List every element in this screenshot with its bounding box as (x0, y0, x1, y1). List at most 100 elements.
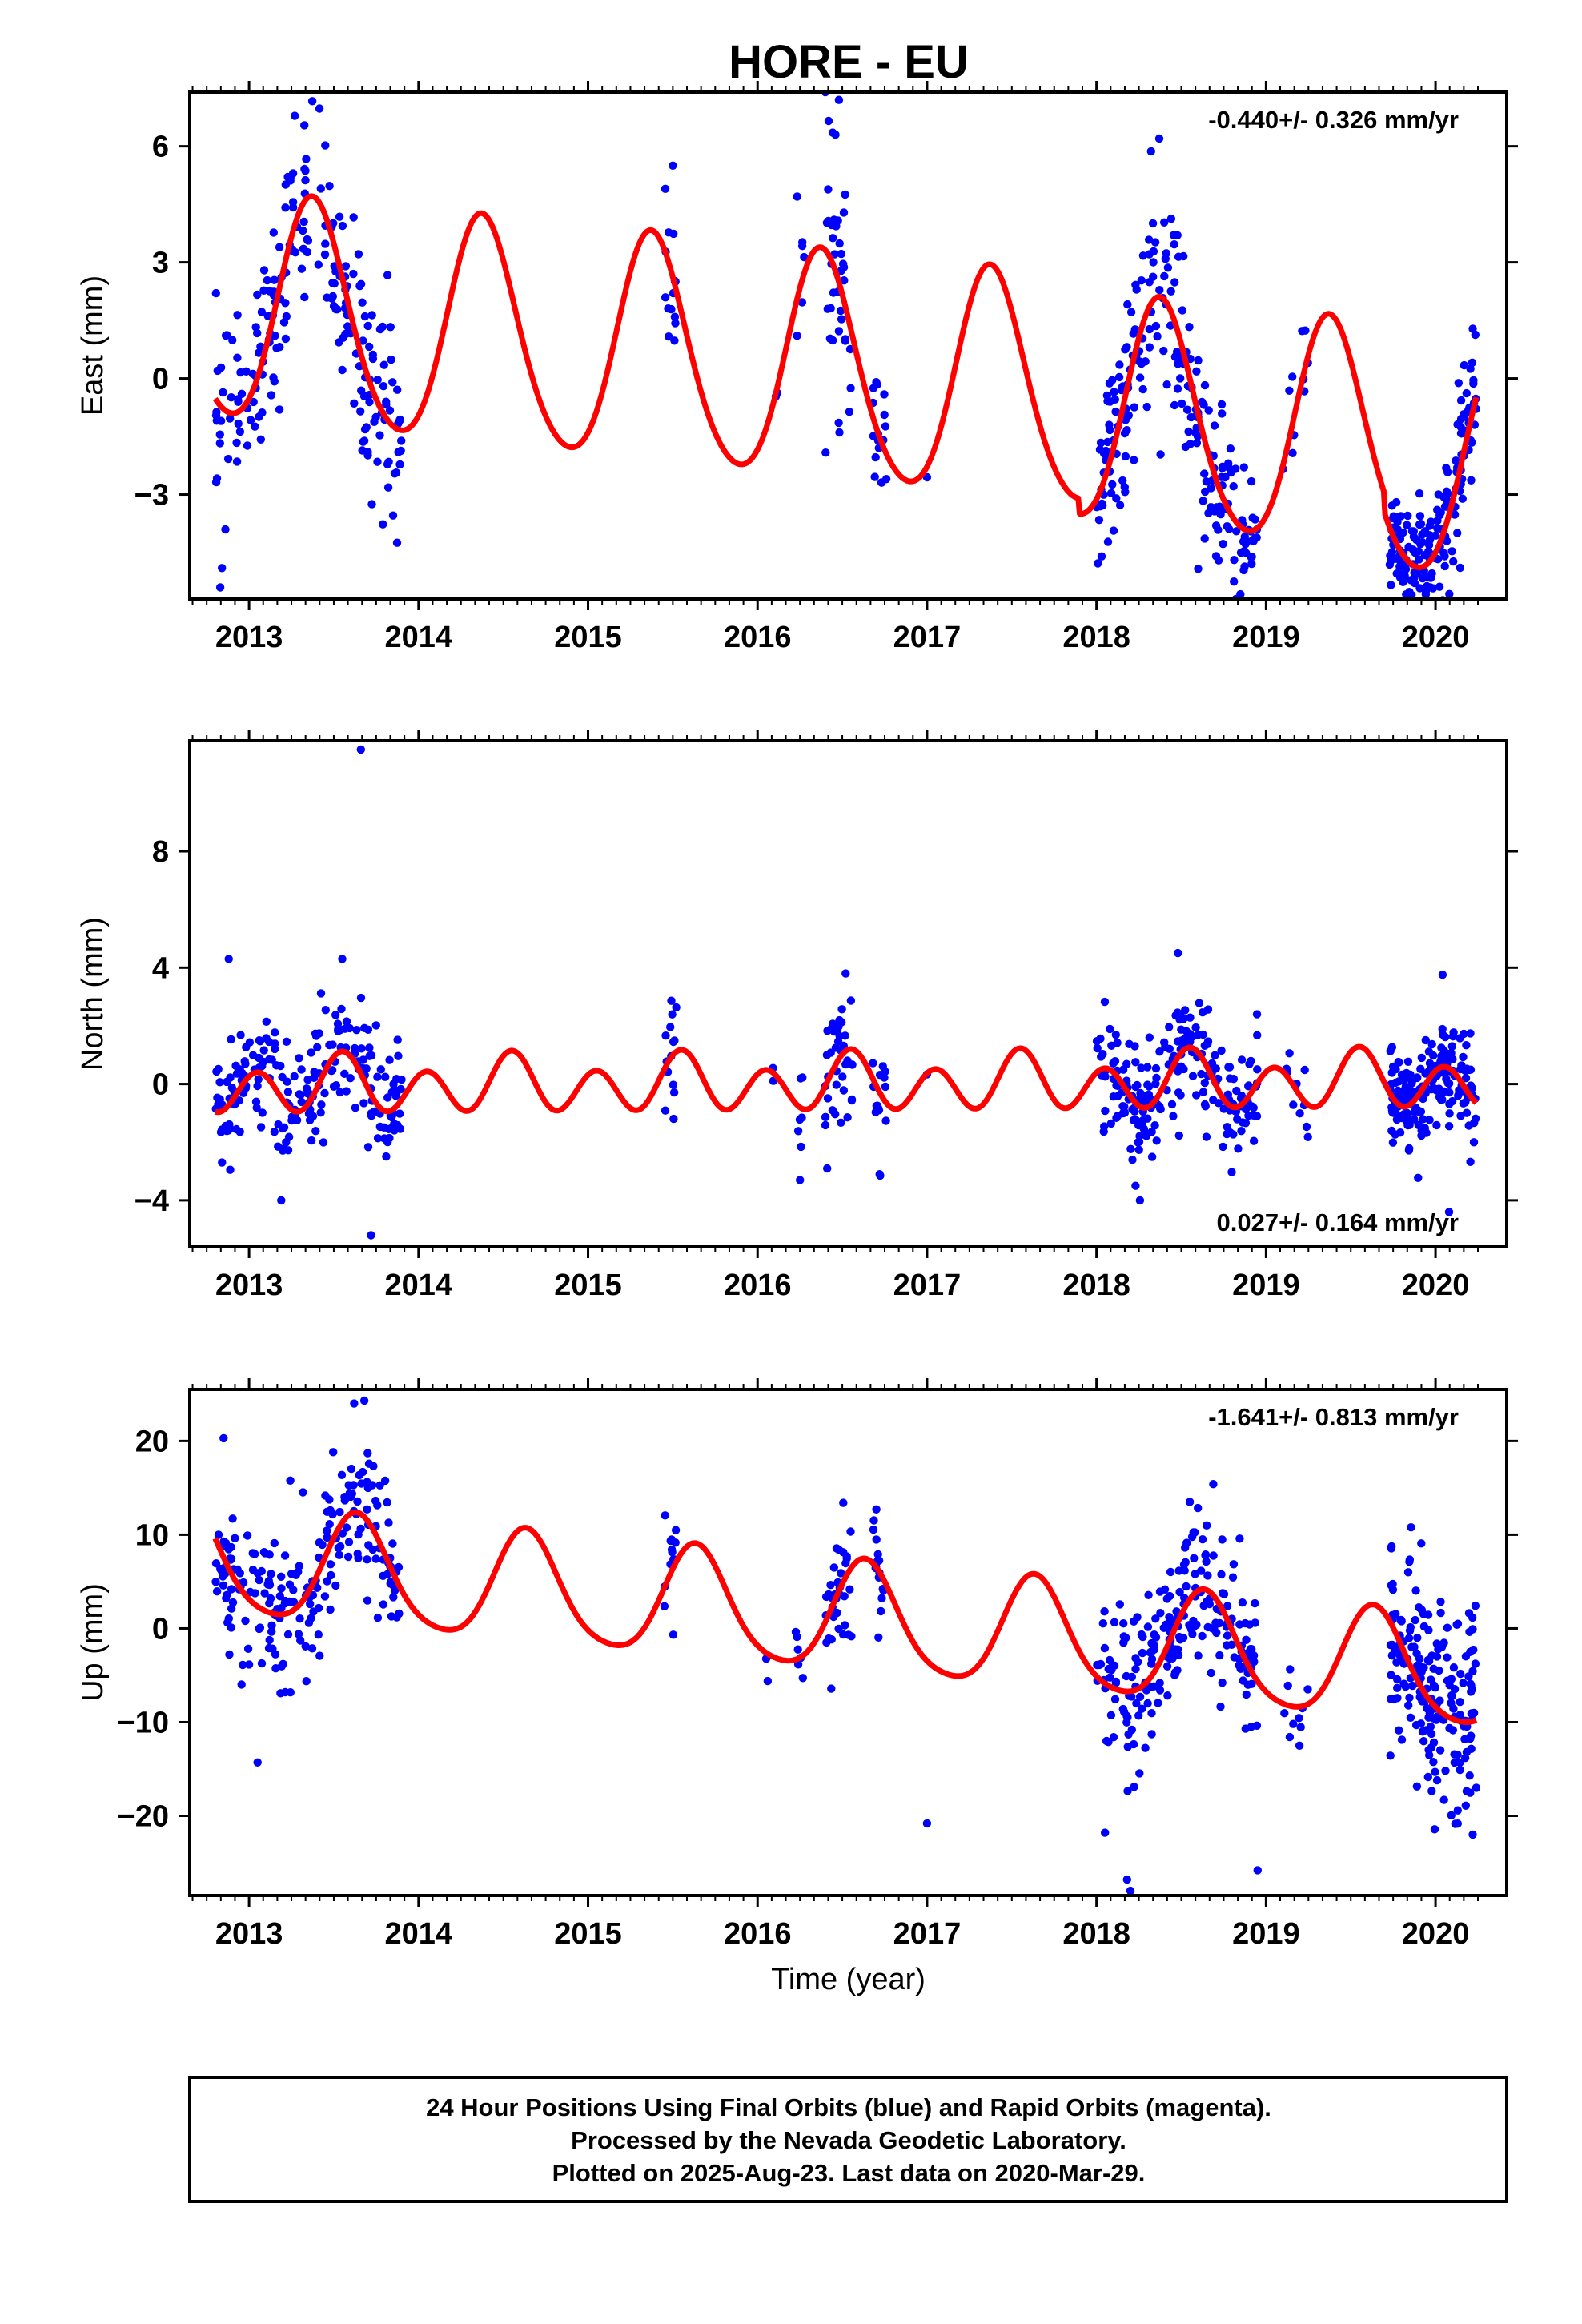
east-data-point (824, 185, 833, 194)
north-y-tick-label: 4 (152, 951, 169, 985)
east-data-point (1169, 231, 1178, 239)
north-data-point (342, 1017, 351, 1026)
east-data-point (1426, 583, 1435, 592)
up-data-point (244, 1660, 254, 1669)
up-data-point (1119, 1619, 1128, 1628)
up-data-point (1203, 1571, 1212, 1580)
east-data-point (1239, 565, 1248, 575)
up-data-point (1429, 1664, 1438, 1673)
figure-title: HORE - EU (729, 36, 969, 88)
up-data-point (251, 1589, 259, 1598)
up-data-point (872, 1505, 881, 1514)
east-data-point (1105, 379, 1114, 388)
east-data-point (1409, 527, 1419, 536)
up-x-tick-label: 2013 (215, 1917, 283, 1951)
north-data-point (218, 1125, 227, 1134)
north-data-point (214, 1100, 223, 1109)
east-data-point (1120, 428, 1130, 438)
east-data-point (1154, 134, 1164, 143)
up-data-point (1155, 1587, 1165, 1596)
up-data-point (315, 1651, 324, 1660)
east-data-point (1145, 250, 1154, 259)
up-data-point (1447, 1675, 1456, 1683)
east-data-point (256, 435, 265, 444)
up-data-point (1154, 1699, 1162, 1707)
up-data-point (315, 1538, 324, 1547)
east-data-point (1230, 577, 1239, 586)
up-data-point (1180, 1566, 1189, 1575)
up-data-point (1387, 1581, 1396, 1590)
up-data-point (1162, 1662, 1172, 1671)
up-data-point (371, 1496, 380, 1506)
up-data-point (840, 1592, 849, 1601)
north-model-curve (214, 1043, 1479, 1116)
east-data-point (342, 329, 351, 338)
up-data-point (1094, 1660, 1104, 1670)
up-data-point (869, 1516, 878, 1525)
east-data-point (388, 511, 398, 520)
north-data-point (1188, 1072, 1198, 1080)
east-data-point (393, 385, 402, 394)
east-data-point (349, 269, 358, 279)
east-data-point (300, 121, 309, 130)
up-data-point (1185, 1498, 1195, 1506)
east-data-point (253, 290, 262, 300)
up-data-point (1407, 1642, 1416, 1651)
east-data-point (1148, 219, 1158, 228)
east-data-point (1438, 605, 1446, 613)
up-data-point (1201, 1550, 1211, 1559)
north-data-point (226, 1165, 235, 1174)
north-data-point (375, 1122, 384, 1132)
north-data-point (1405, 1144, 1414, 1153)
up-data-point (280, 1551, 290, 1560)
east-data-point (321, 141, 330, 150)
up-data-point (301, 1642, 310, 1651)
north-data-point (365, 1043, 374, 1052)
up-data-point (1450, 1758, 1460, 1767)
east-data-point (1192, 439, 1202, 448)
east-data-point (327, 294, 336, 303)
east-data-point (1447, 547, 1456, 556)
east-data-point (394, 448, 403, 456)
east-data-point (1435, 582, 1444, 591)
up-data-point (1453, 1806, 1463, 1815)
east-data-point (267, 391, 275, 400)
up-data-point (214, 1530, 223, 1539)
north-data-point (1167, 1100, 1177, 1109)
east-data-point (671, 319, 680, 328)
north-data-point (1249, 1136, 1259, 1145)
up-data-point (671, 1538, 680, 1547)
up-data-point (329, 1448, 338, 1457)
east-data-point (1235, 612, 1243, 620)
footer-box: 24 Hour Positions Using Final Orbits (bl… (188, 2076, 1508, 2203)
north-data-point (1179, 1064, 1188, 1074)
east-data-point (873, 380, 881, 389)
up-data-point (379, 1600, 387, 1609)
up-data-point (219, 1572, 227, 1581)
up-data-point (325, 1495, 334, 1504)
east-data-point (386, 323, 395, 332)
east-data-point (1243, 537, 1251, 546)
north-data-point (307, 1136, 316, 1145)
north-data-point (667, 996, 676, 1005)
east-data-point (349, 213, 358, 222)
up-data-point (1466, 1679, 1475, 1688)
east-data-point (1103, 537, 1113, 546)
up-data-point (359, 1396, 369, 1405)
up-data-point (255, 1624, 263, 1634)
east-data-point (837, 266, 845, 275)
north-data-point (1096, 1034, 1105, 1043)
east-data-point (281, 334, 291, 344)
north-data-point (367, 1051, 376, 1060)
east-data-point (362, 423, 371, 432)
east-data-point (834, 327, 844, 336)
east-x-tick-label: 2020 (1402, 621, 1470, 654)
east-panel: 2013 2014 2015 2016 2017 2018 2019 2020 −3 0 3 6 Eas… (76, 81, 1518, 654)
up-data-point (1392, 1658, 1401, 1667)
east-x-tick-label: 2016 (724, 621, 792, 654)
north-data-point (1194, 1031, 1203, 1039)
east-data-point (1178, 306, 1187, 315)
east-data-point (1130, 456, 1138, 464)
north-data-point (821, 1120, 830, 1130)
